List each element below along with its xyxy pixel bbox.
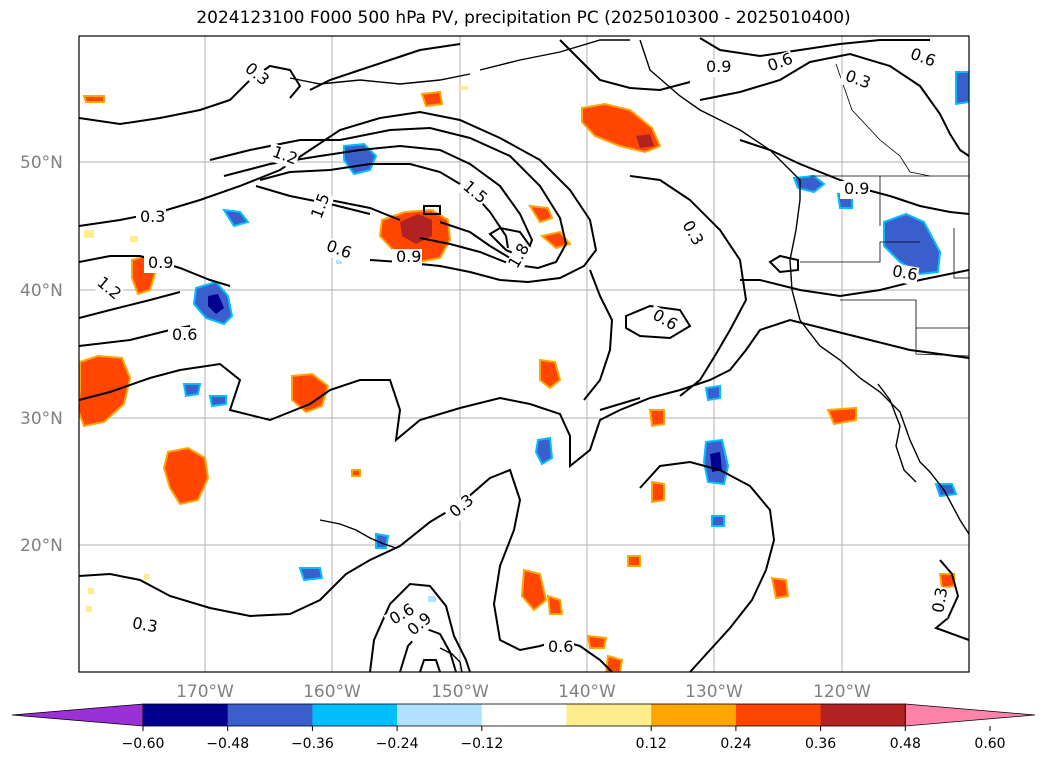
- contour-label-bg: [237, 57, 273, 91]
- colorbar-segment: [651, 704, 737, 726]
- latitude-labels: 50°N 40°N 30°N 20°N: [20, 153, 63, 556]
- contour-label: 0.9: [844, 179, 869, 198]
- colorbar-segment: [820, 704, 906, 726]
- colorbar-segment: [566, 704, 652, 726]
- colorbar-segment: [735, 704, 822, 726]
- contour-label: 0.9: [706, 57, 731, 76]
- contour-label-bg: [903, 44, 939, 72]
- lon-label: 160°W: [303, 682, 361, 702]
- colorbar-tick-label: −0.12: [460, 736, 503, 752]
- coastlines: [289, 39, 969, 672]
- contour-label-bg: [544, 639, 574, 657]
- contour-label: 0.6: [172, 325, 197, 344]
- contour-label-bg: [126, 614, 160, 638]
- colorbar-segment: [481, 704, 567, 726]
- contour-label-bg: [319, 236, 355, 264]
- lon-label: 170°W: [176, 682, 234, 702]
- contour-label-bg: [840, 181, 870, 199]
- colorbar-tick-label: 0.12: [636, 736, 667, 752]
- lon-label: 130°W: [685, 682, 743, 702]
- contour-label-bg: [675, 214, 707, 250]
- precip-positive-light: [84, 86, 468, 612]
- contour-label: 0.9: [396, 247, 421, 266]
- contour-label-bg: [144, 255, 174, 273]
- colorbar-tick-label: 0.24: [720, 736, 751, 752]
- contour-label-bg: [645, 304, 681, 336]
- precip-positive-shading: [79, 90, 955, 672]
- colorbar-segment: [227, 704, 313, 726]
- contour-label: 0.3: [131, 613, 159, 636]
- contour-label-bg: [455, 175, 491, 209]
- colorbar-tick-label: −0.48: [206, 736, 249, 752]
- contour-label-bg: [168, 327, 198, 345]
- contour-label: 0.6: [548, 637, 573, 656]
- colorbar-tick-label: −0.24: [376, 736, 419, 752]
- contour-label-bg: [702, 59, 732, 77]
- contour-label-bg: [886, 262, 920, 286]
- colorbar-tick-label: 0.60: [974, 736, 1005, 752]
- longitude-labels: 170°W 160°W 150°W 140°W 130°W 120°W: [176, 682, 871, 702]
- contour-label-bg: [929, 585, 953, 619]
- contour-label: 0.3: [140, 207, 165, 226]
- colorbar-segment: [312, 704, 398, 726]
- contour-label-bg: [443, 491, 479, 525]
- colorbar-tick-label: −0.60: [122, 736, 165, 752]
- map-title: 2024123100 F000 500 hPa PV, precipitatio…: [196, 8, 851, 28]
- lon-label: 120°W: [813, 682, 871, 702]
- contour-label-bg: [401, 609, 437, 643]
- colorbar-outline: [142, 703, 906, 727]
- contour-label-bg: [761, 50, 797, 78]
- precip-positive-core: [400, 134, 654, 244]
- colorbar-segment: [397, 704, 483, 726]
- contour-label: 0.6: [891, 261, 919, 284]
- colorbar-tick-label: −0.36: [291, 736, 334, 752]
- contour-label-bg: [307, 190, 335, 226]
- precip-negative-core: [208, 294, 722, 472]
- lat-label: 20°N: [20, 536, 63, 556]
- contour-label-bg: [265, 142, 301, 170]
- map-area: [79, 36, 969, 672]
- contour-label-bg: [838, 66, 874, 94]
- contour-label-bg: [392, 249, 422, 267]
- contour-label-bg: [89, 271, 125, 305]
- colorbar-extend-high: [904, 703, 1036, 727]
- lon-label: 150°W: [431, 682, 489, 702]
- lon-label: 140°W: [558, 682, 616, 702]
- graticule: [79, 36, 969, 672]
- map-frame: [78, 35, 970, 673]
- contour-label: 0.9: [148, 253, 173, 272]
- political-borders: [800, 63, 969, 357]
- colorbar-extend-low: [11, 703, 144, 727]
- contour-label: 0.3: [928, 586, 951, 614]
- colorbar-segment: [143, 704, 229, 726]
- lat-label: 50°N: [20, 153, 63, 173]
- colorbar: −0.60 −0.48 −0.36 −0.24 −0.12 0.12 0.24 0.36 0.4…: [11, 703, 1036, 752]
- contour-label-bg: [136, 209, 166, 227]
- lat-label: 30°N: [20, 409, 63, 429]
- colorbar-tick-label: 0.36: [805, 736, 836, 752]
- contour-label-bg: [503, 240, 535, 276]
- colorbar-tick-label: 0.48: [890, 736, 921, 752]
- contour-label-bg: [383, 600, 419, 632]
- lat-label: 40°N: [20, 281, 63, 301]
